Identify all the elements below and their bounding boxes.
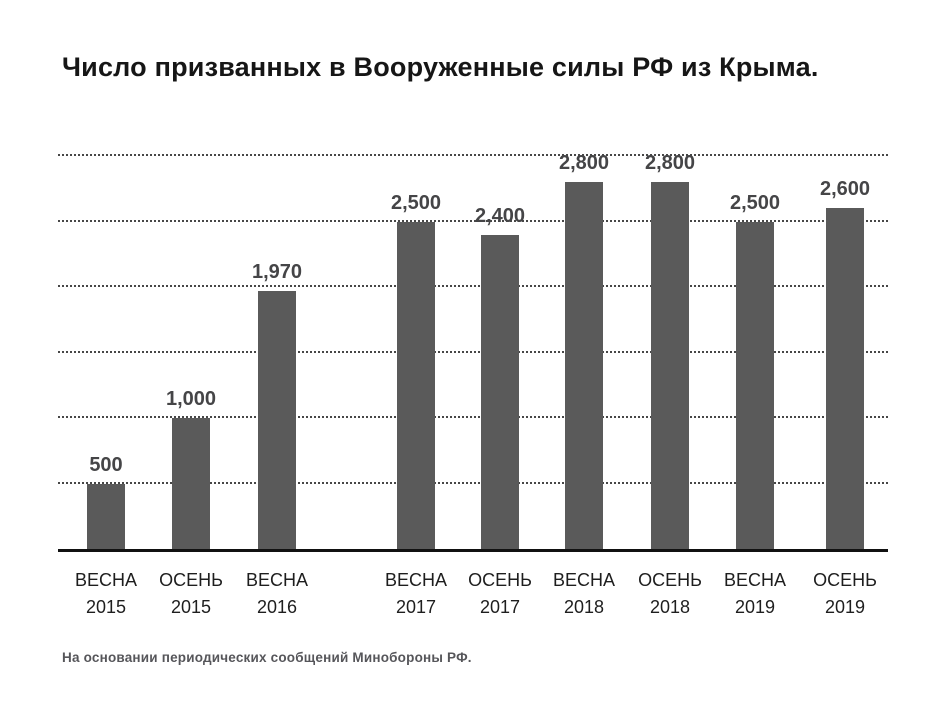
bar-5 <box>481 234 519 549</box>
bar-2 <box>172 418 210 549</box>
bar-1 <box>87 483 125 549</box>
gridline-1500 <box>58 350 888 353</box>
gridline-1000 <box>58 416 888 418</box>
bar-9 <box>826 208 864 549</box>
bar-value-label-2: 1,000 <box>165 388 217 410</box>
x-tick-year: 2016 <box>256 597 298 617</box>
bar-3 <box>258 290 296 549</box>
x-tick-year: 2017 <box>395 597 437 617</box>
x-tick-season: ВЕСНА <box>74 570 137 590</box>
bar-7 <box>651 182 689 549</box>
gridline-2000 <box>58 285 888 287</box>
bar-value-label-4: 2,500 <box>390 191 442 214</box>
bar-value-label-8: 2,500 <box>729 191 781 214</box>
x-tick-season: ОСЕНЬ <box>638 570 702 590</box>
bar-value-label-7: 2,800 <box>644 152 696 175</box>
x-tick-year: 2018 <box>649 597 691 617</box>
x-tick-label-5: ОСЕНЬ 2017 <box>440 567 560 621</box>
x-tick-label-7: ОСЕНЬ 2018 <box>610 567 730 621</box>
x-tick-year: 2018 <box>563 597 605 617</box>
x-tick-label-8: ВЕСНА 2019 <box>695 567 815 621</box>
bar-value-label-5: 2,400 <box>474 204 526 227</box>
x-tick-season: ОСЕНЬ <box>813 570 877 590</box>
gridline-3000 <box>58 154 888 156</box>
bar-value-label-6: 2,800 <box>558 152 610 175</box>
x-tick-season: ОСЕНЬ <box>159 570 223 590</box>
x-tick-label-1: ВЕСНА 2015 <box>46 567 166 621</box>
chart-title: Число призванных в Вооруженные силы РФ и… <box>62 52 819 82</box>
plot-area: 500 1,000 1,970 2,500 2,400 2,800 2,800 2,500 2,… <box>58 152 888 552</box>
x-axis-labels: ВЕСНА 2015 ОСЕНЬ 2015 ВЕСНА 2016 ВЕСНА 2017 ОСЕН… <box>58 567 888 627</box>
x-tick-season: ВЕСНА <box>384 570 447 590</box>
bar-value-label-1: 500 <box>89 453 123 476</box>
bar-8 <box>736 221 774 549</box>
x-tick-label-9: ОСЕНЬ 2019 <box>785 567 905 621</box>
gridline-2500 <box>58 219 888 222</box>
x-tick-season: ВЕСНА <box>723 570 786 590</box>
x-tick-season: ОСЕНЬ <box>468 570 532 590</box>
source-note: На основании периодических сообщений Мин… <box>62 650 472 665</box>
x-tick-year: 2019 <box>824 597 866 617</box>
x-tick-year: 2017 <box>479 597 521 617</box>
bar-6 <box>565 182 603 549</box>
x-tick-label-6: ВЕСНА 2018 <box>524 567 644 621</box>
bar-value-label-3: 1,970 <box>251 260 303 283</box>
x-tick-season: ВЕСНА <box>245 570 308 590</box>
x-tick-year: 2015 <box>85 597 127 617</box>
gridline-500 <box>58 481 888 484</box>
x-tick-year: 2015 <box>170 597 212 617</box>
x-tick-label-4: ВЕСНА 2017 <box>356 567 476 621</box>
bar-4 <box>397 221 435 549</box>
bar-value-label-9: 2,600 <box>819 178 871 201</box>
x-tick-season: ВЕСНА <box>552 570 615 590</box>
x-tick-label-2: ОСЕНЬ 2015 <box>131 567 251 621</box>
x-tick-label-3: ВЕСНА 2016 <box>217 567 337 621</box>
x-tick-year: 2019 <box>734 597 776 617</box>
x-axis-line <box>58 549 888 552</box>
